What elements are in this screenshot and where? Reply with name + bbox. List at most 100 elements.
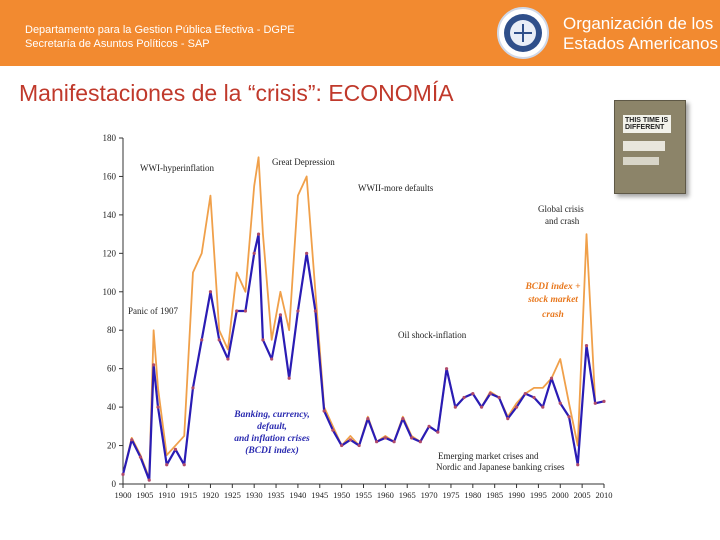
- chart-annotation: Emerging market crises and: [438, 451, 539, 461]
- data-point: [147, 478, 151, 482]
- series-label-bcdi: default,: [257, 422, 287, 432]
- data-point: [357, 443, 361, 448]
- data-point: [270, 357, 274, 361]
- data-point: [401, 417, 405, 421]
- series-label-bcdi-stock: BCDI index +: [524, 282, 580, 292]
- data-point: [200, 338, 204, 342]
- chart-annotation: Global crisis: [538, 204, 584, 214]
- x-tick-label: 1950: [333, 490, 350, 500]
- data-point: [278, 313, 283, 317]
- x-tick-label: 1920: [202, 490, 219, 500]
- data-point: [497, 395, 501, 400]
- data-point: [383, 436, 387, 440]
- header-bar: Departamento para la Gestion Pública Efe…: [0, 0, 720, 66]
- department-line-2: Secretaría de Asuntos Políticos - SAP: [25, 38, 210, 50]
- x-tick-label: 2000: [552, 490, 569, 500]
- data-point: [173, 447, 178, 451]
- chart-axes: 0 20 40 60 80 100 120 140 160 180 1900 1905 1910 1915…: [103, 133, 613, 500]
- data-point: [208, 290, 213, 294]
- x-tick-label: 1930: [246, 490, 263, 500]
- data-point: [558, 401, 562, 405]
- chart-annotation: WWI-hyperinflation: [140, 163, 214, 173]
- y-tick-label: 40: [107, 402, 117, 412]
- data-point: [287, 376, 291, 380]
- data-point: [182, 463, 186, 467]
- data-point: [305, 251, 309, 255]
- x-tick-label: 2005: [574, 490, 591, 500]
- data-point: [313, 309, 317, 313]
- x-tick-label: 2010: [596, 490, 613, 500]
- y-tick-label: 140: [103, 210, 117, 220]
- x-tick-label: 1945: [311, 490, 328, 500]
- oas-seal-icon: [497, 7, 549, 59]
- book-cover: THIS TIME IS DIFFERENT: [614, 100, 686, 194]
- crisis-line-chart: 0 20 40 60 80 100 120 140 160 180 1900 1905 1910 1915…: [103, 133, 613, 500]
- y-tick-label: 80: [107, 325, 117, 335]
- x-tick-label: 1935: [268, 490, 285, 500]
- data-point: [523, 392, 527, 396]
- data-point: [436, 430, 440, 434]
- org-line-1: Organización de los: [563, 14, 714, 33]
- data-point: [165, 463, 169, 467]
- x-tick-label: 1980: [464, 490, 481, 500]
- data-point: [427, 424, 431, 428]
- data-point: [121, 472, 125, 476]
- data-point: [488, 392, 492, 396]
- x-tick-label: 1990: [508, 490, 525, 500]
- chart-annotation: Great Depression: [272, 157, 335, 167]
- data-point: [226, 357, 230, 361]
- data-point: [471, 392, 475, 396]
- data-point: [375, 440, 379, 444]
- slide-title: Manifestaciones de la “crisis”: ECONOMÍA: [19, 80, 454, 106]
- org-name: Organización de los Estados Americanos: [563, 14, 718, 54]
- x-tick-label: 1955: [355, 490, 372, 500]
- x-tick-label: 1965: [399, 490, 416, 500]
- data-point: [514, 405, 519, 409]
- y-tick-label: 120: [103, 248, 117, 258]
- data-point: [156, 405, 160, 409]
- data-point: [453, 405, 457, 409]
- data-point: [392, 440, 396, 444]
- x-tick-label: 1900: [115, 490, 132, 500]
- chart-annotation: and crash: [545, 216, 580, 226]
- y-tick-label: 160: [103, 171, 117, 181]
- chart-series: [121, 156, 606, 482]
- chart-annotation: Oil shock-inflation: [398, 330, 467, 340]
- data-point: [191, 386, 195, 390]
- chart-annotations: WWI-hyperinflation Great Depression WWII-m…: [128, 157, 584, 472]
- data-point: [576, 463, 580, 467]
- x-tick-label: 1910: [158, 490, 175, 500]
- data-point: [567, 415, 571, 419]
- chart-annotation: Panic of 1907: [128, 306, 178, 316]
- data-point: [252, 251, 256, 255]
- x-tick-label: 1905: [136, 490, 153, 500]
- data-point: [130, 438, 134, 442]
- data-point: [152, 363, 156, 367]
- x-tick-label: 1995: [530, 490, 547, 500]
- y-tick-label: 20: [107, 441, 117, 451]
- chart-annotation: Nordic and Japanese banking crises: [436, 462, 565, 472]
- data-point: [532, 395, 536, 400]
- x-tick-label: 1940: [289, 490, 306, 500]
- data-point: [549, 376, 554, 380]
- data-point: [138, 455, 143, 459]
- book-subtitle-block: [623, 141, 665, 151]
- data-point: [331, 428, 335, 432]
- series-label-bcdi: (BCDI index): [245, 445, 299, 456]
- x-tick-label: 1915: [180, 490, 197, 500]
- x-tick-label: 1985: [486, 490, 503, 500]
- data-point: [418, 440, 422, 444]
- y-tick-label: 60: [107, 364, 117, 374]
- data-point: [348, 438, 352, 442]
- series-label-bcdi-stock: stock market: [527, 295, 578, 305]
- data-point: [256, 232, 261, 236]
- data-point: [593, 401, 597, 405]
- data-point: [584, 344, 589, 348]
- data-point: [479, 405, 484, 409]
- department-label: Departamento para la Gestion Pública Efe…: [25, 23, 295, 51]
- data-point: [602, 399, 606, 403]
- data-point: [506, 417, 510, 421]
- x-tick-label: 1970: [421, 490, 438, 500]
- series-label-bcdi: Banking, currency,: [233, 410, 309, 420]
- data-point: [261, 338, 265, 342]
